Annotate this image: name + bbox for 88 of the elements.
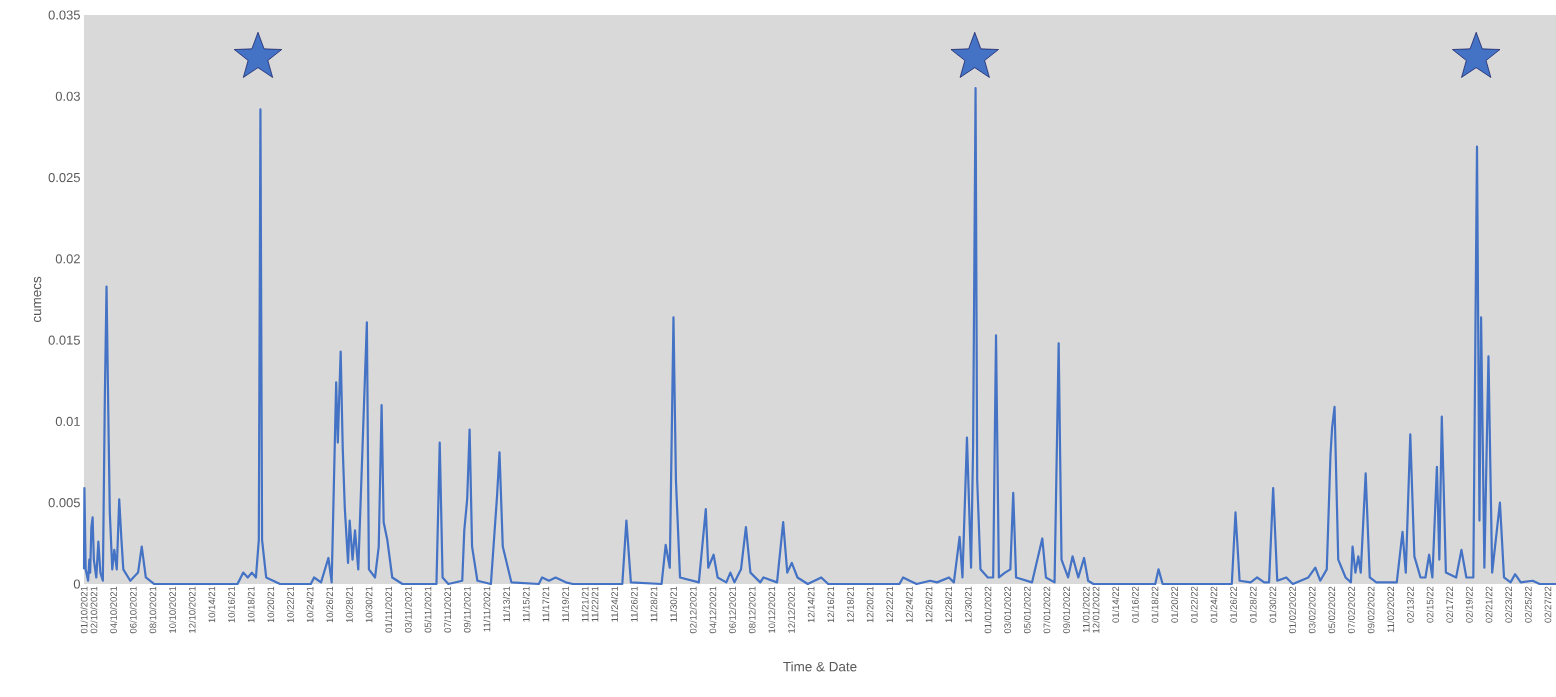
x-tick-label: 01/22/22	[1190, 586, 1198, 623]
x-tick-label: 10/22/21	[286, 586, 294, 623]
x-tick-label: 05/01/2022	[1023, 586, 1031, 634]
y-tick-label: 0.03	[55, 91, 80, 101]
x-tick-label: 11/24/21	[611, 586, 618, 622]
x-tick-label: 01/30/22	[1269, 586, 1277, 623]
x-tick-label: 10/28/21	[345, 586, 353, 623]
x-tick-label: 02/13/22	[1406, 586, 1414, 623]
x-tick-label: 10/10/2021	[168, 586, 176, 633]
x-tick-label: 10/16/21	[227, 586, 235, 623]
x-tick-label: 12/20/21	[866, 586, 874, 623]
x-tick-label: 02/15/22	[1426, 586, 1434, 623]
x-tick-label: 08/12/2021	[748, 586, 756, 634]
x-tick-label: 09/11/2021	[463, 586, 471, 633]
x-tick-label: 10/18/21	[247, 586, 255, 623]
x-tick-label: 02/17/22	[1446, 586, 1454, 623]
x-tick-label: 11/22/21	[591, 586, 599, 622]
x-tick-label: 11/01/2022	[1082, 586, 1090, 633]
y-tick-label: 0.015	[48, 335, 80, 345]
x-tick-label: 12/24/21	[905, 586, 913, 623]
x-tick-label: 01/11/2021	[385, 586, 393, 633]
x-tick-label: 08/10/2021	[149, 586, 157, 634]
x-tick-label: 10/24/21	[306, 586, 314, 623]
x-tick-label: 11/15/21	[522, 586, 530, 622]
x-tick-label: 02/19/22	[1465, 586, 1473, 623]
x-tick-label: 11/28/21	[650, 586, 658, 622]
y-tick-label: 0.025	[48, 172, 80, 183]
x-tick-label: 09/01/2022	[1062, 586, 1070, 634]
x-tick-label: 01/16/22	[1131, 586, 1139, 623]
x-tick-label: 01/02/2022	[1288, 586, 1296, 634]
x-tick-label: 02/12/2021	[689, 586, 697, 634]
x-tick-label: 03/11/2021	[404, 586, 412, 633]
x-tick-label: 12/22/21	[886, 586, 894, 623]
x-tick-label: 11/19/21	[561, 586, 569, 622]
x-tick-label: 11/21/21	[581, 586, 589, 622]
x-tick-label: 03/01/2022	[1004, 586, 1011, 634]
x-tick-label: 07/11/2021	[444, 586, 451, 633]
x-tick-label: 12/16/21	[827, 586, 835, 623]
y-tick-label: 0.02	[55, 254, 80, 264]
x-tick-label: 11/13/21	[502, 586, 510, 622]
x-tick-label: 01/10/2021	[80, 586, 88, 634]
x-tick-label: 06/10/2021	[129, 586, 137, 634]
x-tick-label: 07/01/2022	[1043, 586, 1051, 634]
x-tick-label: 03/02/2022	[1308, 586, 1316, 634]
x-tick-label: 12/18/21	[846, 586, 854, 623]
x-tick-label: 12/12/2021	[787, 586, 795, 633]
x-tick-label: 12/10/2021	[188, 586, 196, 633]
x-tick-label: 05/02/2022	[1328, 586, 1336, 634]
y-tick-label: 0	[73, 579, 80, 589]
x-tick-label: 02/21/22	[1485, 586, 1493, 623]
x-tick-label: 10/12/2021	[768, 586, 776, 633]
x-tick-label: 02/23/22	[1505, 586, 1512, 623]
x-tick-label: 11/02/2022	[1387, 586, 1395, 633]
y-axis-title: cumecs	[33, 276, 42, 323]
x-tick-label: 11/26/21	[630, 586, 638, 622]
x-tick-label: 01/01/2022	[984, 586, 992, 634]
x-tick-label: 01/18/22	[1151, 586, 1159, 623]
y-tick-label: 0.035	[48, 10, 80, 20]
x-tick-label: 04/12/2021	[709, 586, 717, 634]
y-tick-label: 0.005	[48, 498, 80, 508]
x-tick-label: 10/20/21	[267, 586, 275, 623]
line-series	[82, 87, 1556, 586]
x-tick-label: 10/30/21	[365, 586, 373, 623]
x-tick-label: 10/14/21	[208, 586, 216, 623]
x-tick-label: 12/28/21	[945, 586, 953, 623]
x-tick-label: 05/11/2021	[424, 586, 432, 633]
x-tick-label: 02/27/22	[1544, 586, 1552, 623]
x-tick-label: 01/26/22	[1229, 586, 1237, 623]
x-tick-label: 12/14/21	[807, 586, 815, 623]
x-tick-label: 01/24/22	[1210, 586, 1218, 623]
x-tick-label: 02/25/22	[1524, 586, 1532, 623]
x-tick-label: 12/01/2022	[1092, 586, 1100, 633]
x-tick-label: 10/26/21	[326, 586, 334, 623]
x-tick-label: 12/30/21	[964, 586, 972, 623]
x-tick-label: 01/28/22	[1249, 586, 1257, 623]
x-tick-label: 01/14/22	[1112, 586, 1120, 623]
x-tick-label: 12/26/21	[925, 586, 933, 623]
x-tick-label: 11/11/2021	[483, 586, 491, 632]
x-tick-label: 09/02/2022	[1367, 586, 1375, 634]
x-tick-label: 01/20/22	[1171, 586, 1178, 623]
y-tick-label: 0.01	[55, 416, 80, 426]
x-tick-label: 11/17/21	[542, 586, 550, 622]
x-tick-label: 04/10/2021	[110, 586, 117, 634]
x-tick-label: 02/10/2021	[90, 586, 98, 634]
x-tick-label: 11/30/21	[669, 586, 677, 622]
x-tick-label: 06/12/2021	[728, 586, 736, 634]
x-tick-label: 07/02/2022	[1347, 586, 1355, 634]
x-axis-title: Time & Date	[783, 661, 857, 672]
